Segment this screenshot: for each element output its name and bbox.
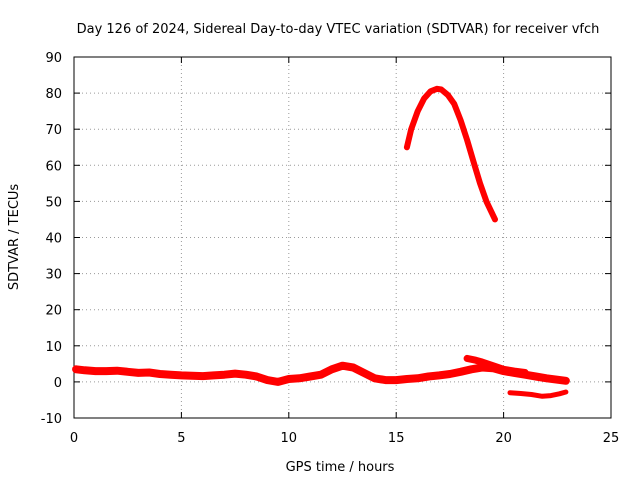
x-tick-label-0: 0 — [70, 431, 78, 446]
y-tick-label-6: 50 — [45, 195, 62, 210]
series-line-upper-branch — [463, 354, 529, 376]
series-line-high-arc — [403, 85, 498, 223]
axis-ticks: 0 5 10 15 20 25 -10 0 10 20 30 40 50 60 70 80 90 — [41, 51, 620, 446]
x-axis-label: GPS time / hours — [286, 460, 395, 475]
series-group — [72, 85, 570, 399]
y-tick-label-7: 60 — [45, 159, 62, 174]
x-tick-label-3: 15 — [388, 431, 405, 446]
y-tick-label-0: -10 — [41, 412, 62, 427]
series-line-main-trace — [72, 361, 570, 386]
x-tick-label-1: 5 — [177, 431, 185, 446]
y-tick-label-2: 10 — [45, 340, 62, 355]
x-tick-label-2: 10 — [281, 431, 298, 446]
y-tick-label-1: 0 — [54, 376, 62, 391]
y-tick-label-4: 30 — [45, 268, 62, 283]
x-tick-label-4: 20 — [495, 431, 512, 446]
series-line-negative-segment — [507, 389, 569, 399]
chart-title: Day 126 of 2024, Sidereal Day-to-day VTE… — [77, 22, 600, 37]
y-tick-label-8: 70 — [45, 123, 62, 138]
y-tick-label-3: 20 — [45, 304, 62, 319]
y-tick-label-5: 40 — [45, 232, 62, 247]
grid — [74, 57, 611, 418]
y-tick-label-10: 90 — [45, 51, 62, 66]
y-axis-label: SDTVAR / TECUs — [7, 184, 22, 291]
x-tick-label-5: 25 — [603, 431, 620, 446]
y-tick-label-9: 80 — [45, 87, 62, 102]
